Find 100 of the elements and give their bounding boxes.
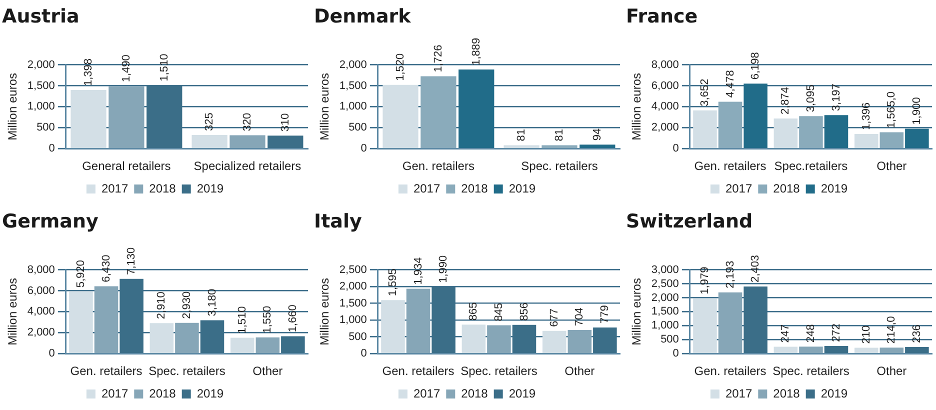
y-tick-label: 1,500 [27, 80, 55, 92]
y-tick-label: 2,000 [27, 58, 55, 71]
y-axis-title: Million euros [318, 278, 332, 346]
chart-title: Switzerland [626, 210, 753, 232]
chart-title: Germany [2, 210, 99, 232]
x-tick-label: General retailers [82, 159, 171, 174]
x-tick-label: Gen. retailers [402, 159, 474, 174]
data-label: 856 [518, 302, 530, 321]
data-label: 2,910 [156, 292, 168, 320]
data-label: 247 [780, 324, 792, 343]
data-label: 6,430 [100, 254, 112, 282]
data-label: 1,490 [120, 54, 132, 82]
data-label: 94 [591, 128, 604, 141]
data-label: 81 [554, 128, 566, 142]
data-label: 248 [804, 324, 817, 343]
x-tick-label: Other [876, 159, 907, 174]
x-tick-label: Gen. retailers [694, 159, 766, 174]
data-label: 210 [860, 325, 872, 344]
bar [230, 338, 254, 353]
x-tick-label: Other [252, 364, 283, 378]
y-tick-label: 1,500 [339, 80, 367, 92]
bar [175, 322, 199, 353]
legend-label: 2018 [773, 181, 800, 196]
data-label: 1,510 [236, 306, 248, 334]
x-tick-label: Other [564, 364, 595, 378]
data-label: 4,478 [724, 70, 736, 98]
bar [420, 76, 456, 148]
bar [774, 118, 798, 148]
bar [281, 336, 305, 353]
legend-label: 2018 [773, 386, 800, 400]
legend-label: 2019 [196, 181, 224, 196]
y-tick-label: 500 [660, 334, 679, 346]
data-label: 1,595 [387, 268, 400, 296]
bar [774, 346, 798, 353]
data-label: 1,900 [910, 97, 923, 125]
data-label: 7,130 [126, 247, 138, 275]
data-label: 1,889 [470, 38, 482, 66]
y-tick-label: 6,000 [27, 284, 55, 297]
legend-label: 2018 [461, 181, 488, 196]
y-tick-label: 2,000 [27, 326, 55, 339]
bar [854, 134, 878, 148]
bar [192, 134, 228, 148]
legend-label: 2019 [820, 386, 848, 400]
x-tick-label: Spec. retailers [460, 364, 538, 378]
bar [487, 325, 511, 353]
y-tick-label: 2,000 [339, 58, 367, 71]
y-tick-label: 0 [48, 348, 55, 360]
data-label: 236 [910, 324, 923, 344]
y-tick-label: 1,500 [339, 297, 367, 310]
legend-label: 2017 [101, 386, 128, 400]
data-label: 3,095 [804, 84, 817, 112]
y-tick-label: 8,000 [27, 264, 55, 276]
bar [542, 145, 578, 148]
y-tick-label: 500 [348, 122, 367, 134]
bar [268, 136, 304, 148]
legend-label: 2019 [508, 181, 536, 196]
data-label: 1,520 [394, 53, 407, 81]
legend-label: 2017 [725, 181, 752, 196]
y-axis-title: Million euros [318, 73, 332, 140]
x-tick-label: Spec. retailers [148, 364, 226, 378]
data-label: 6,198 [750, 52, 762, 80]
y-tick-label: 2,000 [651, 122, 679, 134]
y-tick-label: 8,000 [651, 58, 679, 71]
chart-title: France [626, 5, 698, 28]
data-label: 1,398 [82, 58, 95, 86]
bar [108, 86, 144, 148]
y-tick-label: 0 [360, 142, 367, 155]
data-label: 272 [830, 324, 842, 342]
chart-title: Austria [2, 5, 80, 28]
x-tick-label: Spec. retailers [521, 159, 598, 174]
legend-label: 2017 [413, 181, 440, 196]
legend-label: 2018 [461, 386, 488, 400]
y-tick-label: 2,500 [651, 278, 679, 290]
y-tick-label: 500 [36, 122, 55, 134]
bar [824, 346, 848, 353]
bar [256, 337, 280, 353]
data-label: 214,0 [886, 316, 898, 344]
legend-label: 2017 [413, 386, 440, 400]
y-tick-label: 0 [48, 142, 55, 155]
data-label: 1,510 [158, 54, 170, 82]
legend-label: 2018 [149, 181, 176, 196]
data-label: 704 [574, 308, 586, 326]
x-tick-label: Other [876, 364, 907, 378]
bar [905, 128, 929, 148]
data-label: 1,660 [286, 304, 299, 332]
data-label: 81 [516, 128, 528, 142]
data-label: 320 [242, 112, 254, 132]
y-tick-label: 500 [348, 330, 367, 343]
bar [458, 69, 494, 148]
bar [854, 348, 878, 353]
data-label: 677 [548, 308, 560, 327]
x-tick-label: Gen. retailers [694, 364, 766, 378]
legend-label: 2019 [820, 181, 848, 196]
bar [382, 84, 418, 148]
data-label: 5,920 [75, 260, 88, 288]
bar [462, 324, 486, 353]
bar [150, 323, 174, 353]
x-tick-label: Spec. retailers [772, 364, 850, 378]
bar [94, 286, 118, 353]
bar [799, 346, 823, 353]
